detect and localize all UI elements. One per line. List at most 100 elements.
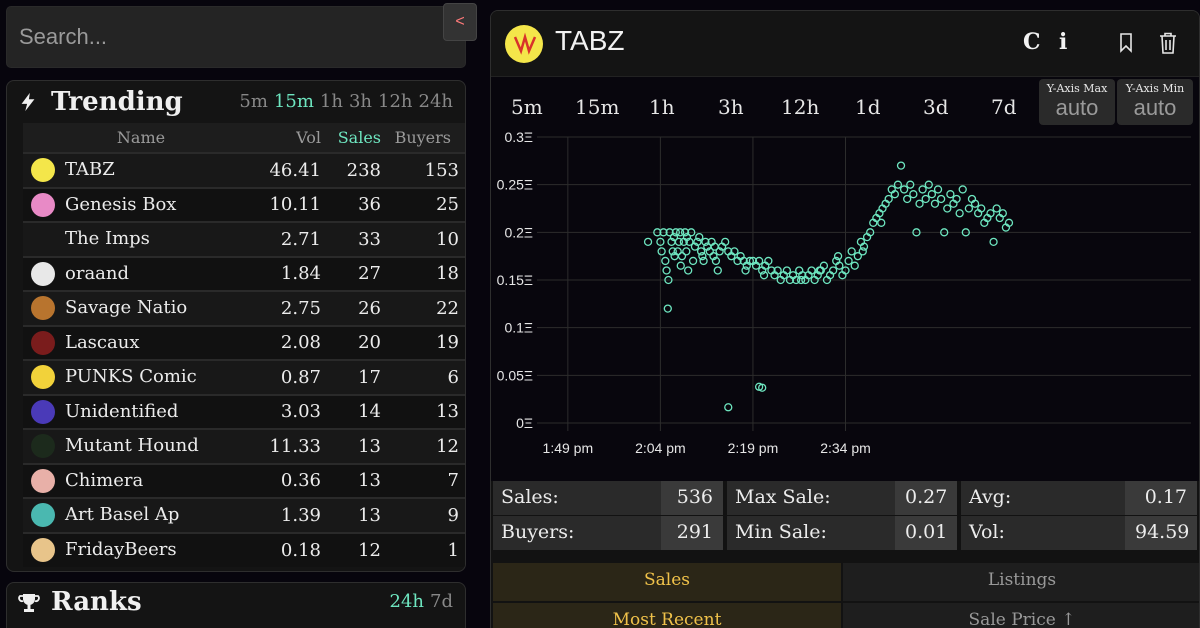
sale-point[interactable] bbox=[701, 237, 710, 247]
sale-point[interactable] bbox=[890, 190, 899, 199]
sale-point[interactable] bbox=[688, 256, 698, 266]
sale-point[interactable] bbox=[952, 194, 961, 204]
tab-sales[interactable]: Sales bbox=[493, 563, 841, 601]
sale-point[interactable] bbox=[964, 204, 974, 213]
sale-point[interactable] bbox=[711, 256, 721, 266]
sale-point[interactable] bbox=[841, 266, 850, 275]
table-row[interactable]: Genesis Box 10.11 36 25 bbox=[23, 186, 465, 222]
sale-point[interactable] bbox=[664, 275, 673, 285]
collapse-sidebar-button[interactable]: < bbox=[443, 3, 477, 41]
sale-point[interactable] bbox=[1004, 218, 1014, 227]
collection-name-cell[interactable]: Unidentified bbox=[23, 393, 259, 429]
sale-point[interactable] bbox=[665, 228, 674, 237]
sale-point[interactable] bbox=[669, 232, 679, 242]
sale-point[interactable] bbox=[674, 237, 684, 247]
column-name[interactable]: Name bbox=[23, 123, 259, 153]
sale-point[interactable] bbox=[833, 252, 843, 261]
sale-point[interactable] bbox=[698, 252, 707, 261]
sale-point[interactable] bbox=[884, 194, 893, 204]
tab-listings[interactable]: Listings bbox=[843, 563, 1199, 601]
sale-point[interactable] bbox=[958, 185, 967, 194]
sale-point[interactable] bbox=[989, 237, 998, 247]
search-input[interactable] bbox=[6, 6, 466, 68]
sale-point[interactable] bbox=[680, 228, 690, 237]
sale-point[interactable] bbox=[961, 228, 970, 237]
chart-timeframe-15m[interactable]: 15m bbox=[575, 95, 620, 119]
sale-point[interactable] bbox=[745, 256, 755, 266]
sale-point[interactable] bbox=[850, 261, 859, 270]
sale-point[interactable] bbox=[986, 209, 995, 218]
ranks-timeframe-7d[interactable]: 7d bbox=[430, 591, 453, 612]
sale-point[interactable] bbox=[710, 242, 719, 251]
sale-point[interactable] bbox=[796, 275, 806, 285]
collection-name-cell[interactable]: FridayBeers bbox=[23, 531, 259, 567]
sale-point[interactable] bbox=[829, 266, 838, 275]
table-row[interactable]: Mutant Hound 11.33 13 12 bbox=[23, 428, 465, 464]
chart-timeframe-3d[interactable]: 3d bbox=[923, 95, 949, 119]
sale-point[interactable] bbox=[670, 252, 679, 261]
sale-point[interactable] bbox=[970, 199, 980, 208]
sale-point[interactable] bbox=[819, 261, 829, 270]
sort-most-recent[interactable]: Most Recent bbox=[493, 603, 841, 628]
sale-point[interactable] bbox=[676, 261, 685, 270]
sale-point[interactable] bbox=[992, 204, 1001, 213]
y-axis-max-value[interactable]: auto bbox=[1055, 95, 1099, 120]
column-sales[interactable]: Sales bbox=[329, 123, 389, 153]
trending-timeframe-24h[interactable]: 24h bbox=[418, 91, 454, 112]
sale-point[interactable] bbox=[657, 247, 666, 256]
sale-point[interactable] bbox=[709, 252, 718, 261]
sale-point[interactable] bbox=[682, 232, 692, 242]
trending-timeframe-5m[interactable]: 5m bbox=[239, 91, 268, 112]
table-row[interactable]: PUNKS Comic 0.87 17 6 bbox=[23, 359, 465, 395]
sale-point[interactable] bbox=[653, 228, 662, 237]
sale-point[interactable] bbox=[815, 266, 824, 275]
collection-name-cell[interactable]: Genesis Box bbox=[23, 186, 259, 222]
sale-point[interactable] bbox=[782, 266, 792, 275]
sale-point[interactable] bbox=[724, 403, 733, 412]
sale-point[interactable] bbox=[791, 275, 801, 285]
sale-point[interactable] bbox=[927, 190, 937, 199]
table-row[interactable]: Lascaux 2.08 20 19 bbox=[23, 324, 465, 360]
sale-point[interactable] bbox=[682, 247, 691, 256]
sale-point[interactable] bbox=[943, 204, 952, 213]
sale-point[interactable] bbox=[656, 237, 665, 247]
trending-timeframe-3h[interactable]: 3h bbox=[348, 91, 372, 112]
sale-point[interactable] bbox=[807, 266, 816, 275]
sale-point[interactable] bbox=[853, 252, 862, 261]
sale-point[interactable] bbox=[940, 228, 949, 237]
y-axis-min-value[interactable]: auto bbox=[1133, 95, 1177, 120]
sale-point[interactable] bbox=[690, 242, 700, 251]
sale-point[interactable] bbox=[906, 180, 915, 189]
chart-timeframe-3h[interactable]: 3h bbox=[718, 95, 744, 119]
y-axis-max-control[interactable]: Y-Axis Max auto bbox=[1039, 79, 1115, 125]
sale-point[interactable] bbox=[663, 304, 672, 313]
sort-sale-price[interactable]: Sale Price ↑ bbox=[843, 603, 1199, 628]
collection-name-cell[interactable]: oraand bbox=[23, 255, 259, 291]
sale-point[interactable] bbox=[924, 180, 933, 189]
sale-point[interactable] bbox=[859, 242, 869, 251]
sale-point[interactable] bbox=[912, 228, 921, 237]
sale-point[interactable] bbox=[921, 194, 930, 204]
sale-point[interactable] bbox=[759, 271, 769, 280]
sale-point[interactable] bbox=[696, 247, 706, 256]
sale-point[interactable] bbox=[693, 237, 702, 247]
table-row[interactable]: Chimera 0.36 13 7 bbox=[23, 462, 465, 498]
chart-timeframe-7d[interactable]: 7d bbox=[991, 95, 1017, 119]
sale-point[interactable] bbox=[835, 261, 844, 270]
sale-point[interactable] bbox=[643, 237, 653, 247]
column-buyers[interactable]: Buyers bbox=[389, 123, 465, 153]
trending-timeframe-15m[interactable]: 15m bbox=[273, 91, 314, 112]
sale-point[interactable] bbox=[933, 185, 943, 194]
sale-point[interactable] bbox=[896, 161, 906, 170]
sale-point[interactable] bbox=[695, 232, 704, 242]
table-row[interactable]: Art Basel Ap 1.39 13 9 bbox=[23, 497, 465, 533]
sale-point[interactable] bbox=[754, 256, 764, 266]
sale-point[interactable] bbox=[877, 218, 886, 227]
sale-point[interactable] bbox=[721, 237, 730, 247]
chart-timeframe-1h[interactable]: 1h bbox=[649, 95, 675, 119]
collection-name-cell[interactable]: Art Basel Ap bbox=[23, 497, 259, 533]
sale-point[interactable] bbox=[946, 190, 955, 199]
sale-point[interactable] bbox=[909, 190, 918, 199]
collection-name-cell[interactable]: PUNKS Comic bbox=[23, 359, 259, 395]
table-row[interactable]: Unidentified 3.03 14 13 bbox=[23, 393, 465, 429]
